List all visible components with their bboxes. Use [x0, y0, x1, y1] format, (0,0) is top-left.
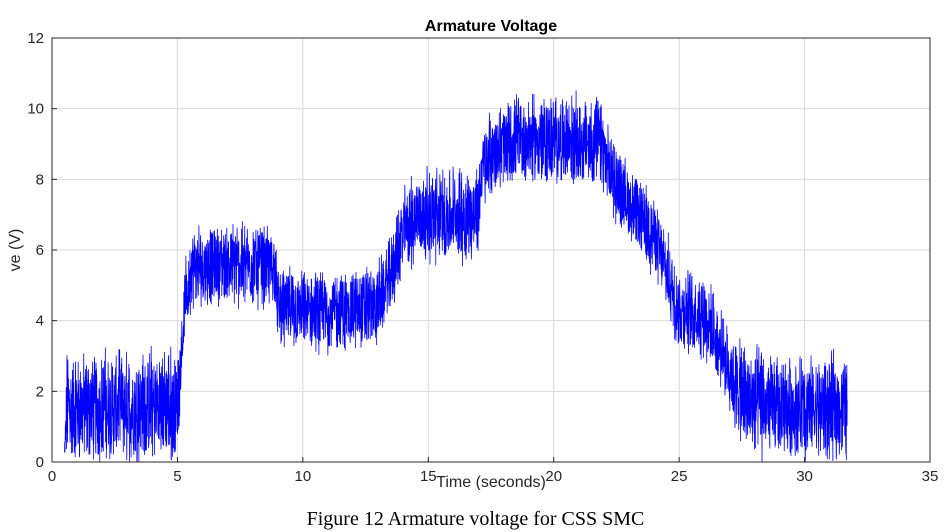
x-tick-label: 35: [922, 468, 939, 485]
armature-voltage-chart: 0 5 10 15 20 25 30 35 0 2 4 6 8 10 12 Armature Voltage…: [7, 18, 938, 490]
x-tick-label: 25: [671, 468, 688, 485]
x-tick-label: 10: [295, 468, 312, 485]
y-tick-label: 4: [36, 313, 44, 330]
x-tick-label: 15: [420, 468, 437, 485]
voltage-series: [64, 90, 848, 463]
y-tick-label: 6: [36, 242, 44, 259]
y-tick-label: 2: [36, 383, 44, 400]
x-axis-label: Time (seconds): [436, 474, 546, 490]
y-tick-label: 10: [27, 101, 44, 118]
y-axis-label: ve (V): [7, 229, 24, 272]
chart-title: Armature Voltage: [425, 18, 557, 35]
y-tick-label: 12: [27, 30, 44, 47]
x-tick-label: 0: [48, 468, 56, 485]
axis-ticks: 0 5 10 15 20 25 30 35 0 2 4 6 8 10 12: [27, 30, 938, 485]
x-tick-label: 30: [796, 468, 813, 485]
y-tick-label: 0: [36, 454, 44, 471]
voltage-line: [64, 90, 848, 463]
y-tick-label: 8: [36, 171, 44, 188]
x-tick-label: 5: [173, 468, 181, 485]
figure-caption: Figure 12 Armature voltage for CSS SMC: [306, 508, 645, 530]
x-tick-label: 20: [545, 468, 562, 485]
